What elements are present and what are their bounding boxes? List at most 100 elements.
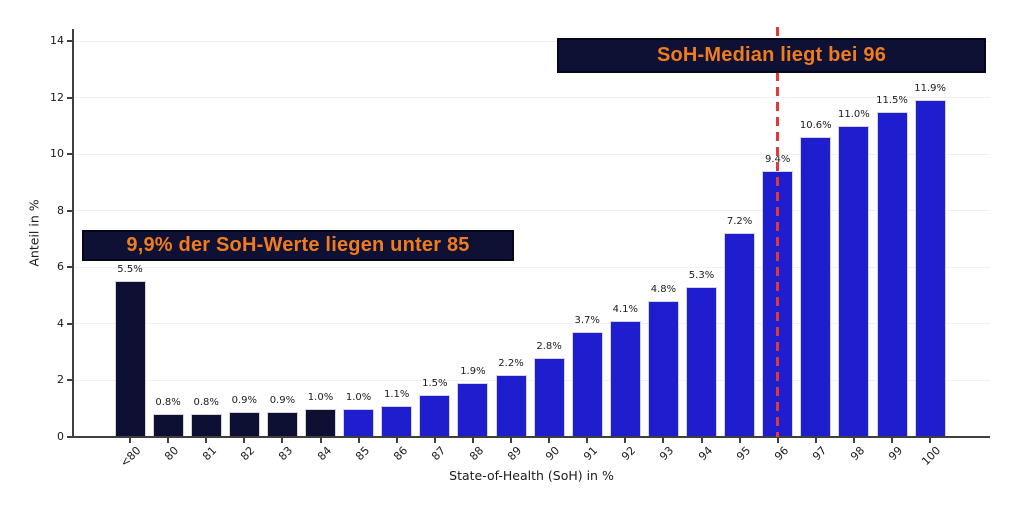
x-tick-mark-99 [891, 438, 893, 443]
bar-94 [686, 287, 717, 437]
value-label-89: 2.2% [498, 357, 524, 369]
value-label-92: 4.1% [612, 304, 638, 316]
value-label-86: 1.1% [383, 388, 410, 400]
x-tick-mark-90 [548, 438, 551, 443]
y-tick-mark-2 [67, 379, 72, 382]
x-tick-label-89: 89 [505, 444, 525, 464]
x-tick-label-90: 90 [543, 444, 563, 464]
x-tick-label-<80: <80 [117, 444, 144, 470]
y-tick-label-14: 14 [50, 34, 64, 47]
x-tick-mark-82 [243, 438, 246, 443]
value-label-<80: 5.5% [117, 264, 143, 276]
bar-91 [571, 332, 603, 437]
gridline-14 [74, 40, 990, 42]
gridline-4 [74, 323, 990, 325]
x-tick-label-100: 100 [919, 444, 944, 469]
bar-98 [838, 125, 870, 437]
x-tick-mark-100 [929, 438, 932, 443]
y-tick-mark-0 [67, 436, 72, 438]
annotation-median: SoH-Median liegt bei 96 [557, 38, 986, 73]
x-tick-label-87: 87 [428, 444, 449, 464]
gridline-6 [74, 266, 990, 268]
x-tick-mark-97 [814, 438, 817, 443]
x-tick-mark-85 [357, 438, 360, 443]
x-tick-mark-92 [624, 438, 627, 443]
x-tick-mark-83 [281, 438, 284, 443]
median-reference-line [776, 27, 780, 437]
x-tick-label-96: 96 [771, 444, 791, 464]
x-tick-label-85: 85 [352, 444, 372, 464]
value-label-95: 7.2% [726, 216, 753, 228]
value-label-83: 0.9% [269, 394, 296, 406]
value-label-91: 3.7% [574, 315, 600, 327]
value-label-99: 11.5% [876, 94, 908, 106]
bar-87 [419, 394, 451, 437]
value-label-93: 4.8% [650, 284, 677, 296]
x-tick-label-93: 93 [657, 444, 677, 464]
value-label-94: 5.3% [688, 270, 715, 282]
y-tick-label-12: 12 [50, 90, 64, 104]
value-label-82: 0.9% [231, 394, 257, 406]
value-label-81: 0.8% [193, 397, 219, 409]
x-tick-mark-86 [395, 438, 398, 443]
x-tick-label-98: 98 [848, 444, 868, 464]
bar-93 [647, 301, 679, 437]
x-tick-label-82: 82 [238, 444, 258, 464]
x-tick-label-95: 95 [733, 444, 753, 464]
gridline-8 [74, 210, 990, 212]
gridline-10 [74, 153, 990, 155]
x-tick-mark-81 [205, 438, 208, 443]
x-tick-mark-84 [319, 438, 322, 443]
x-tick-mark-94 [700, 438, 703, 443]
bar-83 [266, 411, 298, 437]
x-tick-label-83: 83 [276, 444, 296, 464]
bar-95 [724, 233, 756, 437]
y-tick-label-0: 0 [57, 430, 64, 443]
x-tick-label-99: 99 [886, 444, 906, 464]
value-label-90: 2.8% [536, 340, 562, 352]
x-tick-mark-89 [510, 438, 512, 443]
bar-<80 [114, 281, 146, 437]
x-tick-label-92: 92 [619, 444, 639, 464]
bar-82 [228, 411, 260, 437]
y-tick-label-6: 6 [57, 260, 64, 274]
bar-84 [305, 408, 336, 437]
y-tick-label-10: 10 [50, 147, 64, 161]
x-tick-mark-<80 [129, 438, 131, 443]
annotation-under-85: 9,9% der SoH-Werte liegen unter 85 [82, 230, 514, 261]
bar-97 [800, 137, 832, 437]
y-tick-mark-12 [67, 96, 72, 99]
bar-89 [495, 374, 527, 437]
gridline-2 [74, 379, 990, 381]
value-label-97: 10.6% [799, 120, 832, 132]
bar-90 [533, 357, 565, 437]
x-axis-label: State-of-Health (SoH) in % [449, 468, 614, 483]
x-tick-label-80: 80 [162, 444, 182, 464]
y-tick-mark-14 [67, 40, 72, 42]
bar-92 [609, 321, 641, 437]
value-label-84: 1.0% [307, 391, 334, 403]
value-label-98: 11.0% [838, 108, 870, 120]
x-tick-label-86: 86 [390, 444, 410, 464]
y-tick-mark-4 [67, 322, 72, 325]
x-tick-label-88: 88 [467, 444, 487, 464]
y-axis-spine [72, 29, 74, 437]
x-tick-label-97: 97 [809, 444, 830, 464]
x-tick-mark-93 [662, 438, 665, 443]
x-axis-spine [72, 436, 990, 438]
value-label-80: 0.8% [155, 397, 181, 409]
y-tick-mark-8 [67, 209, 72, 212]
x-tick-label-91: 91 [581, 444, 601, 464]
x-tick-mark-91 [586, 438, 589, 443]
value-label-87: 1.5% [422, 377, 448, 389]
x-tick-mark-88 [471, 438, 474, 443]
bar-81 [190, 414, 222, 437]
value-label-85: 1.0% [345, 391, 372, 403]
bar-100 [914, 100, 946, 437]
bar-99 [876, 111, 908, 437]
y-tick-label-4: 4 [57, 316, 64, 330]
y-tick-label-2: 2 [57, 373, 64, 387]
x-tick-mark-87 [433, 438, 436, 443]
gridline-12 [74, 97, 990, 99]
